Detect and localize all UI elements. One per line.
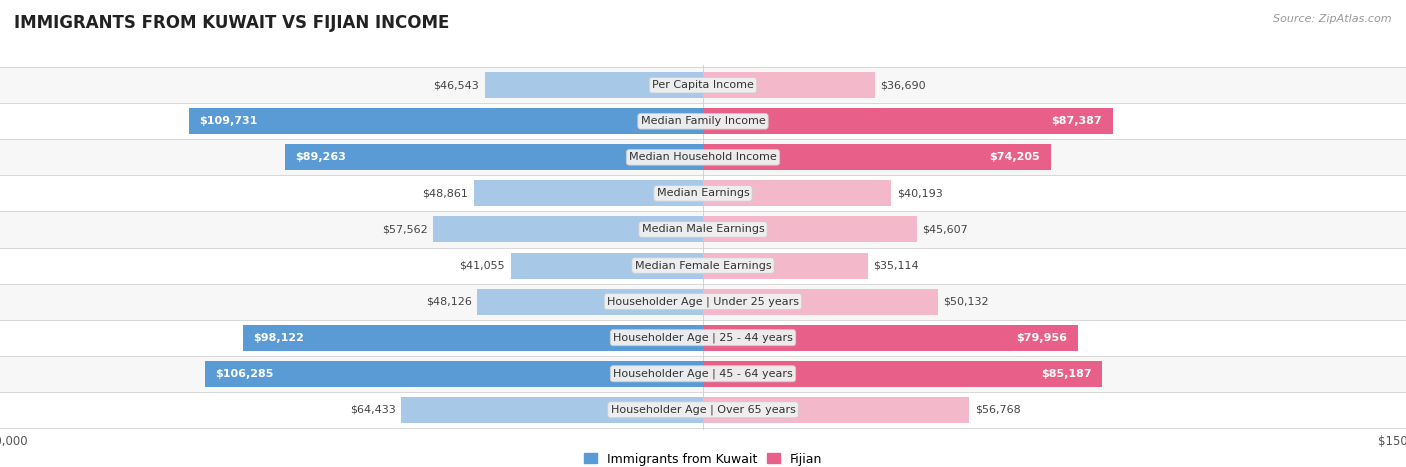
Text: $57,562: $57,562: [382, 225, 427, 234]
Text: $85,187: $85,187: [1040, 369, 1091, 379]
Bar: [510, 253, 703, 278]
Text: $48,126: $48,126: [426, 297, 472, 307]
Text: $48,861: $48,861: [423, 188, 468, 198]
Text: Median Male Earnings: Median Male Earnings: [641, 225, 765, 234]
Bar: [401, 397, 703, 423]
Text: $46,543: $46,543: [433, 80, 479, 90]
Text: $98,122: $98,122: [253, 333, 305, 343]
Text: $56,768: $56,768: [974, 405, 1021, 415]
Bar: [703, 397, 969, 423]
Text: IMMIGRANTS FROM KUWAIT VS FIJIAN INCOME: IMMIGRANTS FROM KUWAIT VS FIJIAN INCOME: [14, 14, 450, 32]
Text: Householder Age | 45 - 64 years: Householder Age | 45 - 64 years: [613, 368, 793, 379]
Text: $40,193: $40,193: [897, 188, 943, 198]
Bar: [0, 103, 1406, 139]
Text: $109,731: $109,731: [200, 116, 257, 126]
Text: Median Earnings: Median Earnings: [657, 188, 749, 198]
Bar: [703, 144, 1050, 170]
Bar: [0, 212, 1406, 248]
Bar: [243, 325, 703, 351]
Bar: [703, 180, 891, 206]
Bar: [703, 325, 1078, 351]
Text: Householder Age | Over 65 years: Householder Age | Over 65 years: [610, 404, 796, 415]
Bar: [0, 176, 1406, 212]
Text: $41,055: $41,055: [460, 261, 505, 270]
Bar: [0, 67, 1406, 103]
Text: $106,285: $106,285: [215, 369, 274, 379]
Text: Householder Age | 25 - 44 years: Householder Age | 25 - 44 years: [613, 333, 793, 343]
Bar: [478, 289, 703, 315]
Bar: [703, 217, 917, 242]
Bar: [703, 72, 875, 98]
Text: Source: ZipAtlas.com: Source: ZipAtlas.com: [1274, 14, 1392, 24]
Bar: [0, 356, 1406, 392]
Bar: [0, 248, 1406, 283]
Bar: [474, 180, 703, 206]
Bar: [0, 392, 1406, 428]
Text: $36,690: $36,690: [880, 80, 927, 90]
Bar: [703, 361, 1102, 387]
Bar: [205, 361, 703, 387]
Text: $35,114: $35,114: [873, 261, 918, 270]
Text: $79,956: $79,956: [1017, 333, 1067, 343]
Bar: [0, 283, 1406, 319]
Bar: [0, 139, 1406, 176]
Text: $50,132: $50,132: [943, 297, 990, 307]
Bar: [284, 144, 703, 170]
Text: $45,607: $45,607: [922, 225, 969, 234]
Text: $64,433: $64,433: [350, 405, 395, 415]
Bar: [188, 108, 703, 134]
Legend: Immigrants from Kuwait, Fijian: Immigrants from Kuwait, Fijian: [579, 448, 827, 467]
Text: $89,263: $89,263: [295, 152, 346, 163]
Bar: [485, 72, 703, 98]
Text: Householder Age | Under 25 years: Householder Age | Under 25 years: [607, 297, 799, 307]
Bar: [433, 217, 703, 242]
Text: $87,387: $87,387: [1052, 116, 1102, 126]
Bar: [703, 253, 868, 278]
Bar: [703, 289, 938, 315]
Text: Median Family Income: Median Family Income: [641, 116, 765, 126]
Text: $74,205: $74,205: [990, 152, 1040, 163]
Text: Median Household Income: Median Household Income: [628, 152, 778, 163]
Bar: [0, 319, 1406, 356]
Text: Per Capita Income: Per Capita Income: [652, 80, 754, 90]
Text: Median Female Earnings: Median Female Earnings: [634, 261, 772, 270]
Bar: [703, 108, 1112, 134]
